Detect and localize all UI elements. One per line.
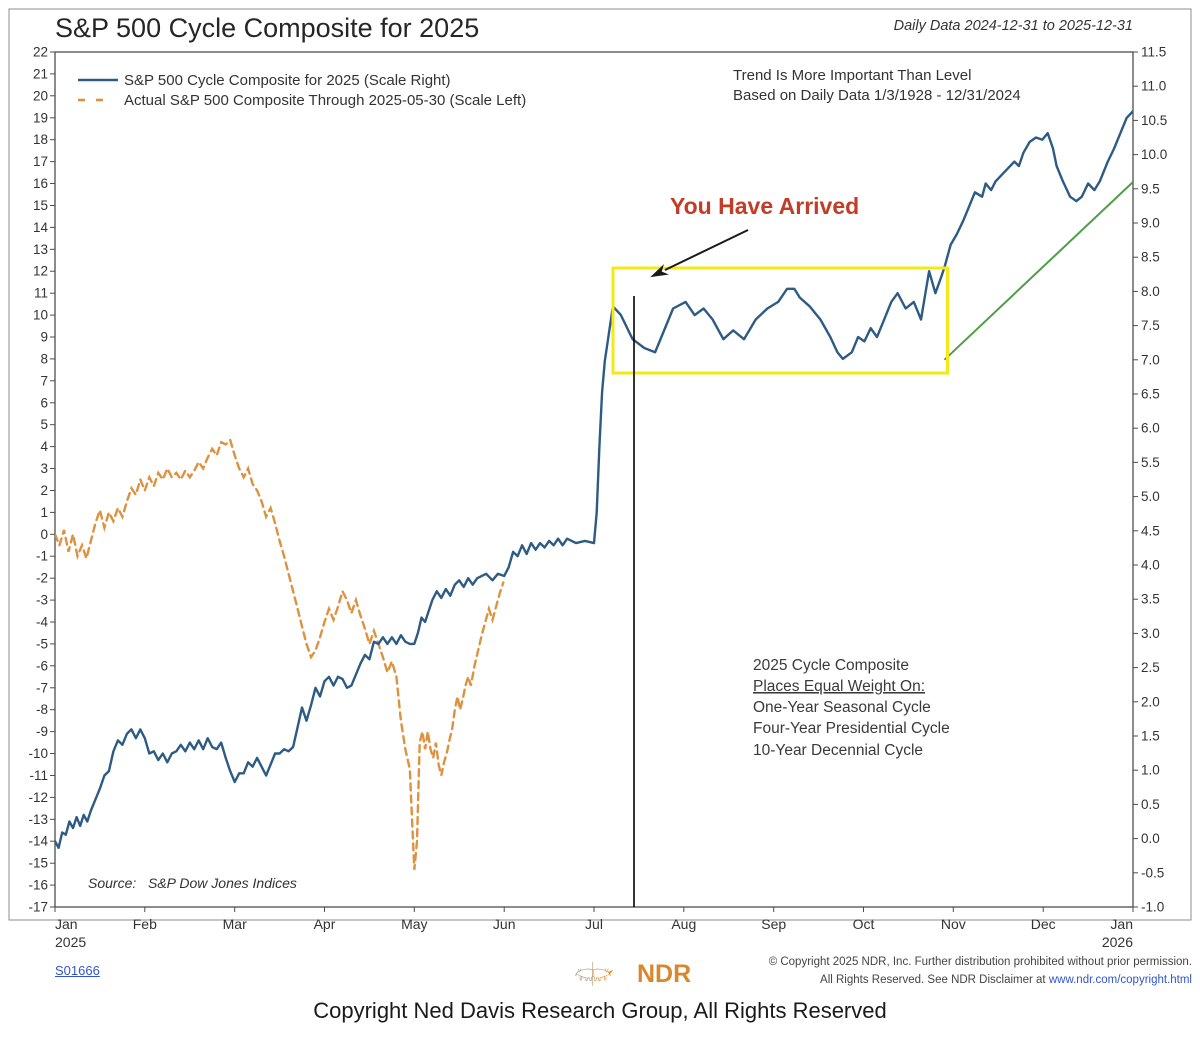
- svg-text:20: 20: [33, 88, 48, 103]
- svg-text:3.0: 3.0: [1141, 626, 1160, 641]
- svg-text:0.5: 0.5: [1141, 797, 1160, 812]
- svg-text:6.0: 6.0: [1141, 421, 1160, 436]
- svg-text:1: 1: [40, 505, 48, 520]
- svg-text:16: 16: [33, 176, 48, 191]
- svg-text:2.0: 2.0: [1141, 694, 1160, 709]
- svg-text:-1.0: -1.0: [1141, 900, 1164, 915]
- svg-text:9.0: 9.0: [1141, 216, 1160, 231]
- svg-text:-5: -5: [36, 636, 48, 651]
- svg-text:S&P 500 Cycle Composite for 20: S&P 500 Cycle Composite for 2025 (Scale …: [124, 72, 451, 89]
- svg-text:Jan: Jan: [1110, 916, 1133, 932]
- svg-text:11.0: 11.0: [1141, 79, 1166, 94]
- svg-text:Feb: Feb: [133, 916, 157, 932]
- svg-text:2: 2: [40, 483, 48, 498]
- svg-text:-10: -10: [28, 746, 48, 761]
- svg-text:One-Year Seasonal Cycle: One-Year Seasonal Cycle: [753, 699, 931, 716]
- svg-text:Actual S&P 500 Composite Throu: Actual S&P 500 Composite Through 2025-05…: [124, 92, 526, 109]
- svg-text:5.5: 5.5: [1141, 455, 1160, 470]
- svg-text:-17: -17: [28, 900, 48, 915]
- svg-text:0.0: 0.0: [1141, 831, 1160, 846]
- svg-text:Dec: Dec: [1031, 916, 1056, 932]
- svg-text:8.5: 8.5: [1141, 250, 1160, 265]
- svg-text:0: 0: [40, 527, 48, 542]
- svg-text:1.5: 1.5: [1141, 729, 1160, 744]
- svg-text:Places Equal Weight On:: Places Equal Weight On:: [753, 678, 925, 695]
- svg-text:S&P 500 Cycle Composite for 20: S&P 500 Cycle Composite for 2025: [55, 13, 479, 43]
- svg-text:-14: -14: [28, 834, 48, 849]
- svg-text:2025 Cycle Composite: 2025 Cycle Composite: [753, 657, 909, 674]
- svg-text:5: 5: [40, 417, 48, 432]
- svg-text:Apr: Apr: [314, 916, 336, 932]
- svg-text:Jun: Jun: [493, 916, 516, 932]
- svg-text:3.5: 3.5: [1141, 592, 1160, 607]
- svg-text:-7: -7: [36, 680, 48, 695]
- svg-text:2025: 2025: [55, 934, 86, 950]
- svg-text:12: 12: [33, 264, 48, 279]
- svg-text:You Have Arrived: You Have Arrived: [670, 193, 859, 219]
- svg-text:11: 11: [34, 286, 48, 301]
- svg-text:Four-Year Presidential Cycle: Four-Year Presidential Cycle: [753, 720, 950, 737]
- svg-text:7: 7: [40, 373, 48, 388]
- svg-text:Based on Daily Data 1/3/1928 -: Based on Daily Data 1/3/1928 - 12/31/202…: [733, 87, 1021, 104]
- svg-text:-1: -1: [36, 549, 48, 564]
- svg-text:-3: -3: [36, 593, 48, 608]
- svg-text:-11: -11: [29, 768, 48, 783]
- svg-text:4.0: 4.0: [1141, 558, 1160, 573]
- svg-text:5.0: 5.0: [1141, 489, 1160, 504]
- svg-text:2.5: 2.5: [1141, 660, 1160, 675]
- svg-text:8: 8: [40, 351, 48, 366]
- svg-text:Mar: Mar: [223, 916, 247, 932]
- svg-text:10.0: 10.0: [1141, 147, 1167, 162]
- svg-text:-2: -2: [36, 571, 48, 586]
- svg-text:11.5: 11.5: [1141, 45, 1166, 60]
- svg-text:-16: -16: [28, 878, 48, 893]
- svg-text:4: 4: [40, 439, 48, 454]
- svg-text:-12: -12: [28, 790, 48, 805]
- svg-text:19: 19: [33, 110, 48, 125]
- svg-text:-9: -9: [36, 724, 48, 739]
- svg-text:3: 3: [40, 461, 48, 476]
- svg-text:8.0: 8.0: [1141, 284, 1160, 299]
- svg-text:S&P Dow Jones Indices: S&P Dow Jones Indices: [148, 875, 297, 891]
- svg-text:Oct: Oct: [853, 916, 875, 932]
- svg-text:22: 22: [33, 45, 48, 60]
- svg-text:4.5: 4.5: [1141, 523, 1160, 538]
- svg-text:10-Year Decennial Cycle: 10-Year Decennial Cycle: [753, 742, 923, 759]
- svg-text:14: 14: [33, 220, 49, 235]
- svg-text:-4: -4: [36, 615, 48, 630]
- svg-text:Nov: Nov: [941, 916, 966, 932]
- svg-text:May: May: [401, 916, 427, 932]
- svg-text:21: 21: [33, 66, 48, 81]
- svg-text:17: 17: [33, 154, 48, 169]
- svg-text:18: 18: [33, 132, 48, 147]
- svg-text:7.0: 7.0: [1141, 352, 1160, 367]
- svg-text:Jan: Jan: [55, 916, 78, 932]
- svg-text:10: 10: [33, 308, 48, 323]
- svg-text:10.5: 10.5: [1141, 113, 1167, 128]
- svg-text:-0.5: -0.5: [1141, 865, 1164, 880]
- svg-text:Source:: Source:: [88, 875, 136, 891]
- svg-text:Jul: Jul: [585, 916, 603, 932]
- svg-text:7.5: 7.5: [1141, 318, 1160, 333]
- svg-text:Trend Is More Important Than L: Trend Is More Important Than Level: [733, 67, 971, 84]
- svg-text:9.5: 9.5: [1141, 181, 1160, 196]
- svg-text:Aug: Aug: [671, 916, 696, 932]
- svg-text:-13: -13: [28, 812, 48, 827]
- svg-text:2026: 2026: [1102, 934, 1133, 950]
- svg-text:13: 13: [33, 242, 48, 257]
- svg-text:Sep: Sep: [761, 916, 786, 932]
- svg-text:6.5: 6.5: [1141, 387, 1160, 402]
- svg-text:Daily Data 2024-12-31 to 2025-: Daily Data 2024-12-31 to 2025-12-31: [894, 18, 1133, 34]
- svg-text:6: 6: [40, 395, 48, 410]
- svg-text:-6: -6: [36, 658, 48, 673]
- svg-text:1.0: 1.0: [1141, 763, 1160, 778]
- svg-text:-8: -8: [36, 702, 48, 717]
- svg-text:9: 9: [40, 330, 48, 345]
- svg-text:-15: -15: [28, 856, 48, 871]
- svg-text:15: 15: [33, 198, 48, 213]
